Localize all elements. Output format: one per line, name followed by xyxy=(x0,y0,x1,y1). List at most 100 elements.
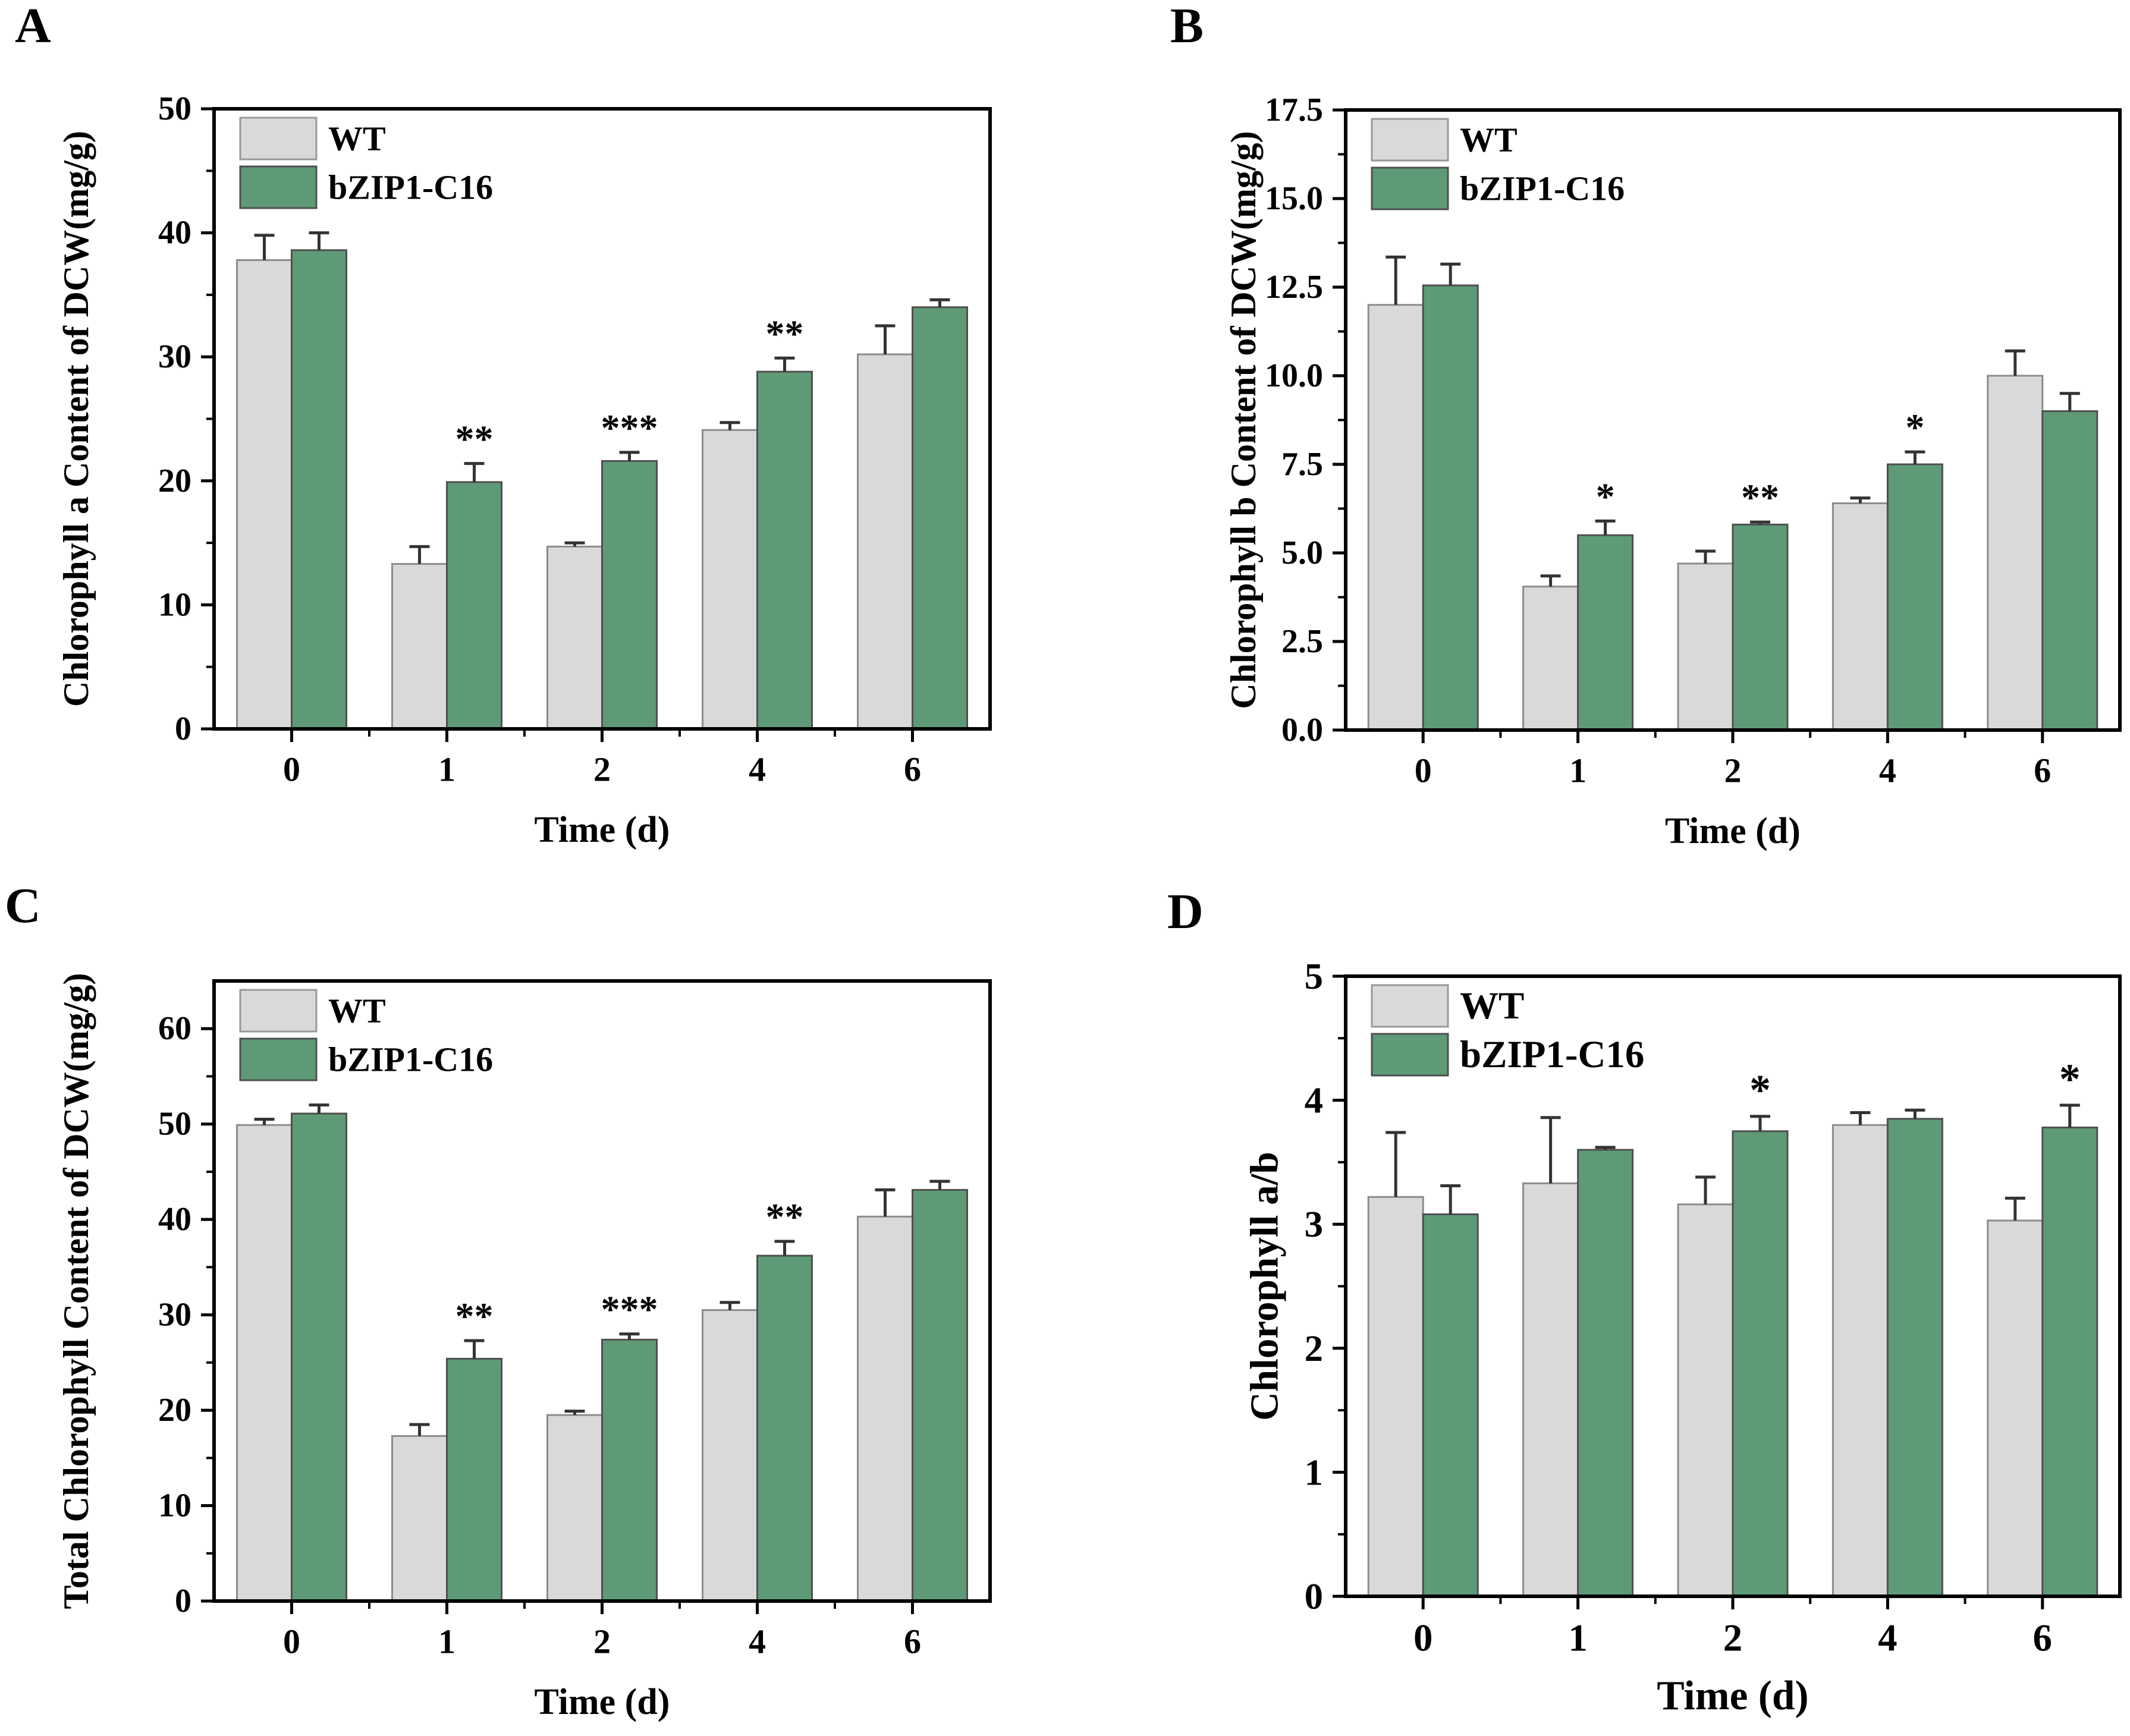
legend-label-wt: WT xyxy=(1460,121,1518,159)
y-tick-label: 12.5 xyxy=(1265,269,1323,306)
y-axis-title: Chlorophyll a Content of DCW(mg/g) xyxy=(56,131,96,707)
y-tick-label: 0 xyxy=(1305,1575,1323,1617)
x-tick-label: 6 xyxy=(2034,751,2051,790)
bar-bzip1-c16 xyxy=(291,249,347,730)
x-tick-label: 2 xyxy=(593,1622,611,1661)
bar-wt xyxy=(546,1414,603,1602)
y-tick-label: 40 xyxy=(158,215,191,251)
panel-a: A ** *** ** 0 10 20 30 40 50 0 1 2 4 6 Chlorophyll a C… xyxy=(0,0,1065,868)
legend-swatch-wt xyxy=(1371,118,1449,162)
x-tick-label: 0 xyxy=(283,750,300,789)
bar-wt xyxy=(1987,375,2044,731)
x-tick-label: 1 xyxy=(1569,751,1586,790)
y-tick-label: 5 xyxy=(1305,955,1323,997)
panel-d-letter: D xyxy=(1167,884,1204,939)
panel-c: C ** *** ** 0 10 20 30 40 50 60 0 1 2 4 6 Total Chlorop… xyxy=(0,868,1065,1736)
bar-bzip1-c16 xyxy=(1732,1130,1789,1597)
y-tick-label: 0 xyxy=(175,710,191,747)
bar-bzip1-c16 xyxy=(446,481,502,730)
significance-star: * xyxy=(1749,1067,1771,1114)
x-tick-label: 6 xyxy=(904,750,921,789)
bar-wt xyxy=(236,259,293,730)
bar-wt xyxy=(1367,304,1424,731)
panel-b: B * ** * 0.0 2.5 5.0 7.5 10.0 12.5 15.0 17.5 0 1 2 4 6 C… xyxy=(1065,0,2130,868)
y-tick-label: 0.0 xyxy=(1281,712,1323,749)
bar-bzip1-c16 xyxy=(1732,523,1789,731)
bar-wt xyxy=(1677,1203,1734,1597)
x-tick-label: 1 xyxy=(1568,1617,1587,1660)
legend-label-bzip1-c16: bZIP1-C16 xyxy=(1460,1033,1644,1076)
bar-bzip1-c16 xyxy=(601,1338,658,1602)
bar-bzip1-c16 xyxy=(1422,1213,1479,1597)
bar-wt xyxy=(702,1309,758,1602)
x-tick-label: 4 xyxy=(749,1622,766,1661)
significance-star: ** xyxy=(766,312,804,354)
significance-star: *** xyxy=(601,1288,658,1331)
y-tick-label: 50 xyxy=(158,1106,191,1143)
y-tick-label: 4 xyxy=(1305,1080,1323,1121)
bar-bzip1-c16 xyxy=(291,1112,347,1602)
x-tick-label: 6 xyxy=(904,1622,921,1661)
bar-wt xyxy=(702,429,758,730)
x-tick-label: 0 xyxy=(283,1622,300,1661)
x-tick-label: 4 xyxy=(1878,1617,1897,1660)
y-tick-label: 30 xyxy=(158,338,191,375)
bar-bzip1-c16 xyxy=(446,1357,502,1602)
x-tick-label: 2 xyxy=(1724,751,1742,790)
bar-bzip1-c16 xyxy=(2041,410,2098,731)
x-tick-label: 2 xyxy=(1723,1617,1742,1660)
significance-star: ** xyxy=(766,1196,804,1238)
legend-swatch-bzip1-c16 xyxy=(1371,1033,1449,1077)
legend-label-bzip1-c16: bZIP1-C16 xyxy=(1460,169,1625,208)
panel-b-chart: * ***0.02.55.07.510.012.515.017.50 1 2 4 6Chl… xyxy=(1224,92,2122,851)
bar-bzip1-c16 xyxy=(1577,1149,1634,1597)
x-tick-label: 0 xyxy=(1415,751,1432,790)
y-tick-label: 50 xyxy=(158,90,191,127)
legend-label-wt: WT xyxy=(328,119,386,158)
y-tick-label: 17.5 xyxy=(1265,92,1323,128)
bar-wt xyxy=(1677,562,1734,731)
bar-wt xyxy=(1522,586,1579,731)
significance-star: * xyxy=(2059,1055,2081,1103)
y-axis-title: Chlorophyll b Content of DCW(mg/g) xyxy=(1224,131,1263,709)
y-tick-label: 10.0 xyxy=(1265,357,1323,394)
significance-star: ** xyxy=(1741,476,1779,518)
panel-a-letter: A xyxy=(15,0,51,54)
y-tick-label: 2.5 xyxy=(1281,623,1323,660)
y-tick-label: 40 xyxy=(158,1201,191,1238)
bar-wt xyxy=(391,1435,448,1602)
y-tick-label: 10 xyxy=(158,1487,191,1524)
y-tick-label: 3 xyxy=(1305,1203,1323,1245)
x-tick-label: 1 xyxy=(438,750,455,789)
x-axis-title: Time (d) xyxy=(1665,811,1801,851)
bar-bzip1-c16 xyxy=(912,1188,968,1602)
bar-wt xyxy=(1367,1196,1424,1597)
legend-label-bzip1-c16: bZIP1-C16 xyxy=(328,168,493,207)
significance-star: ** xyxy=(455,1295,494,1337)
panel-c-letter: C xyxy=(5,878,41,933)
bar-bzip1-c16 xyxy=(601,460,658,730)
legend-swatch-wt xyxy=(1371,984,1449,1028)
y-tick-label: 0 xyxy=(175,1583,191,1619)
x-axis-title: Time (d) xyxy=(1657,1673,1808,1719)
bar-bzip1-c16 xyxy=(1577,534,1634,731)
y-tick-label: 7.5 xyxy=(1281,446,1323,483)
bar-wt xyxy=(391,563,448,730)
y-axis-title: Chlorophyll a/b xyxy=(1242,1152,1287,1420)
bar-bzip1-c16 xyxy=(1886,463,1943,731)
significance-star: * xyxy=(1596,475,1615,517)
x-tick-label: 1 xyxy=(438,1622,455,1661)
y-tick-label: 30 xyxy=(158,1297,191,1334)
y-tick-label: 10 xyxy=(158,586,191,623)
x-tick-label: 2 xyxy=(593,750,611,789)
bar-bzip1-c16 xyxy=(756,370,813,730)
panel-d-chart: * * 0 1 2 3 4 5 0 1 2 4 6 Chlorophyll a/b Time (d) WT bZ… xyxy=(1242,955,2122,1719)
x-tick-label: 4 xyxy=(749,750,766,789)
y-tick-label: 20 xyxy=(158,1392,191,1429)
legend-swatch-bzip1-c16 xyxy=(1371,166,1449,210)
legend-label-wt: WT xyxy=(328,992,386,1030)
bar-bzip1-c16 xyxy=(912,306,968,730)
bar-wt xyxy=(236,1124,293,1602)
